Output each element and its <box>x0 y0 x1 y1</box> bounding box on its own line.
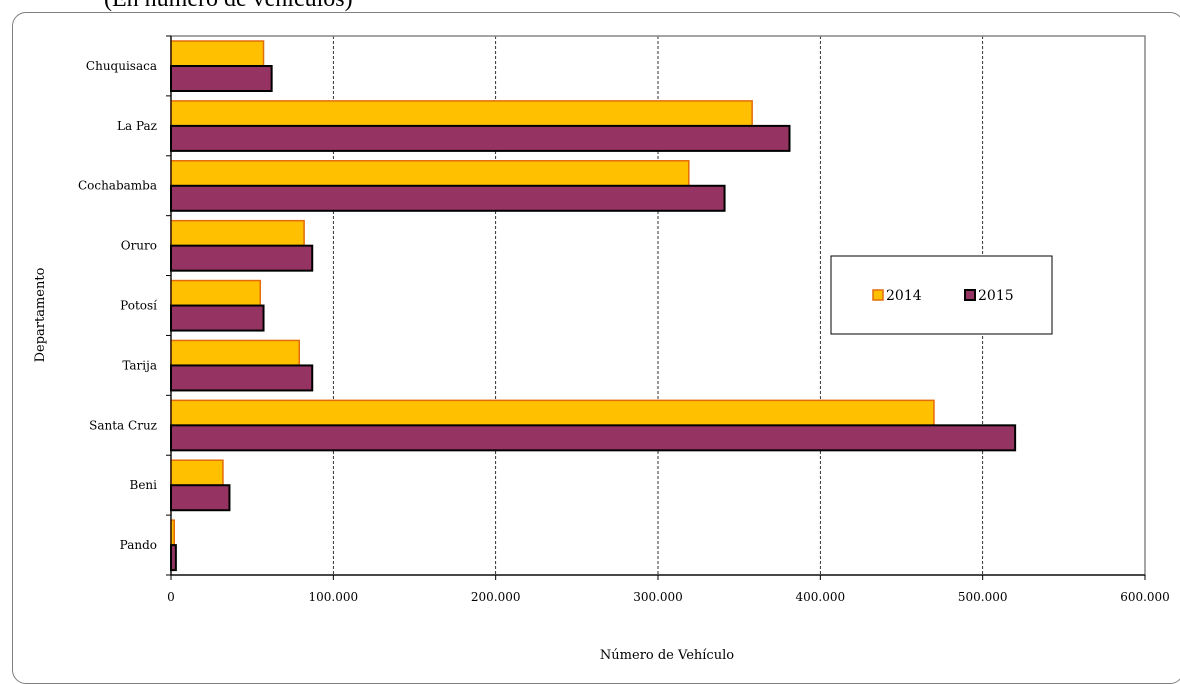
legend-label-2015: 2015 <box>978 288 1014 304</box>
bar-2015-tarija <box>170 364 314 392</box>
legend-label-2014: 2014 <box>886 288 922 304</box>
bar-2015-chuquisaca <box>170 65 273 92</box>
y-tick-label: Potosí <box>120 299 157 313</box>
y-tick-label: Cochabamba <box>78 179 157 193</box>
bar-2015-pando <box>170 544 177 572</box>
bar-2015-santa-cruz <box>170 424 1017 452</box>
y-axis-title: Departamento <box>33 267 48 362</box>
y-tick-label: Beni <box>130 478 158 492</box>
x-tick-label: 100.000 <box>309 590 359 604</box>
x-tick-label: 200.000 <box>471 590 521 604</box>
bar-2014-santa-cruz <box>170 399 935 427</box>
bar-2014-beni <box>170 459 224 486</box>
x-tick-label: 400.000 <box>796 590 846 604</box>
x-tick-label: 300.000 <box>633 590 683 604</box>
legend-box <box>830 255 1053 335</box>
bar-2015-la-paz <box>170 124 791 152</box>
y-tick-label: Tarija <box>122 358 157 372</box>
x-axis-title: Número de Vehículo <box>600 648 734 663</box>
bar-2015-cochabamba <box>170 184 726 212</box>
bar-2014-la-paz <box>170 100 753 127</box>
y-tick-label: Pando <box>120 538 157 552</box>
x-tick-label: 0 <box>167 590 175 604</box>
bar-2014-cochabamba <box>170 160 690 187</box>
y-tick-label: Santa Cruz <box>89 418 157 432</box>
legend-swatch-2014 <box>872 289 884 301</box>
bar-2014-oruro <box>170 219 305 247</box>
bar-2014-tarija <box>170 339 300 367</box>
chart-caption: (En número de vehículos) <box>104 0 353 13</box>
x-tick-label: 500.000 <box>958 590 1008 604</box>
bar-2015-potosí <box>170 304 265 332</box>
bar-2014-potosí <box>170 279 262 307</box>
y-tick-label: Chuquisaca <box>86 59 157 73</box>
legend-swatch-2015 <box>964 289 976 301</box>
y-tick-label: La Paz <box>117 119 157 133</box>
y-tick-label: Oruro <box>121 239 157 253</box>
bar-2014-chuquisaca <box>170 40 265 67</box>
bar-2015-oruro <box>170 244 314 272</box>
x-tick-label: 600.000 <box>1120 590 1170 604</box>
bar-2015-beni <box>170 484 231 512</box>
